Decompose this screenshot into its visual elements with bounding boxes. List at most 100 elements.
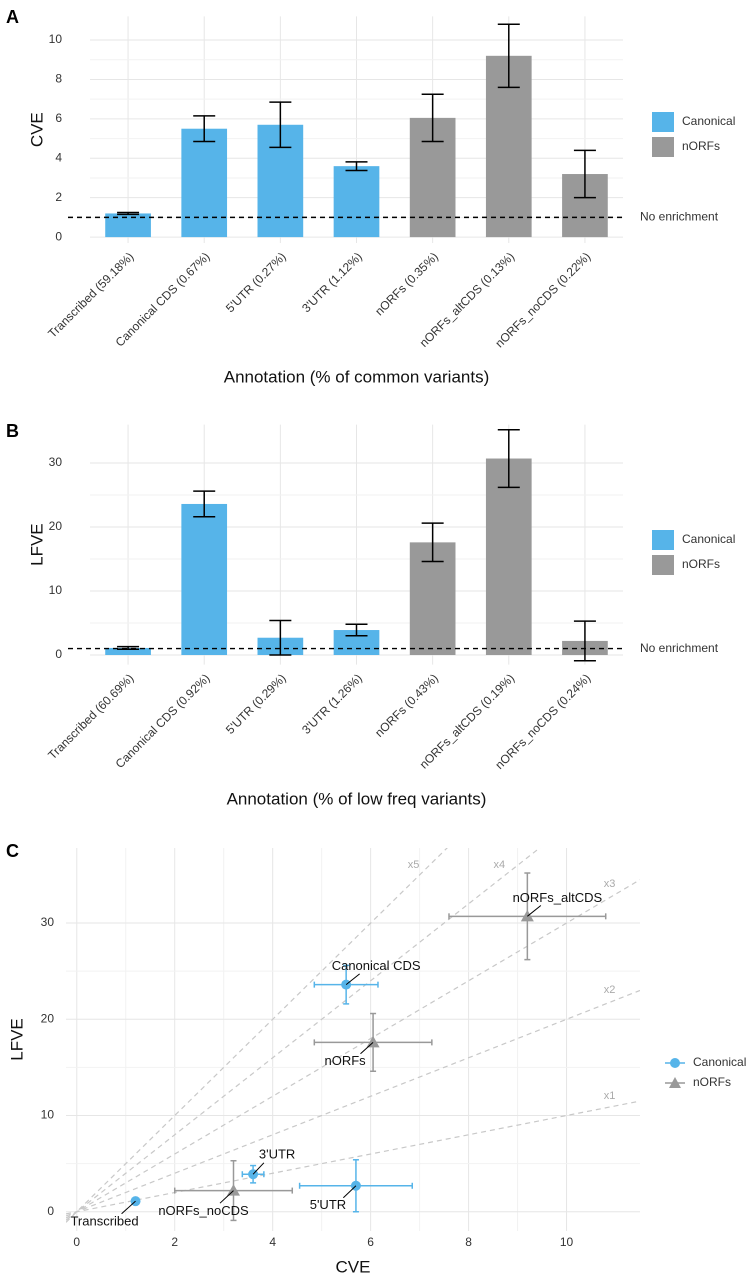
legend-label: nORFs bbox=[693, 1075, 731, 1089]
y-tick-label: 20 bbox=[49, 519, 63, 533]
y-tick-label: 0 bbox=[55, 229, 62, 243]
error-bar bbox=[573, 620, 596, 662]
error-bar bbox=[193, 115, 216, 143]
error-bar bbox=[421, 522, 444, 563]
x-tick-label: nORFs (0.35%) bbox=[372, 249, 441, 318]
label-leader bbox=[527, 905, 542, 917]
point-label: Canonical CDS bbox=[332, 958, 421, 973]
reference-line bbox=[66, 989, 640, 1217]
label-leader bbox=[252, 1162, 265, 1175]
bar bbox=[105, 213, 151, 238]
point-label: nORFs bbox=[324, 1053, 366, 1068]
reference-label: x2 bbox=[604, 984, 616, 996]
error-bar bbox=[497, 23, 520, 89]
reference-line bbox=[66, 848, 448, 1223]
y-axis-title: LFVE bbox=[7, 1018, 26, 1061]
legend-marker bbox=[669, 1077, 681, 1088]
reference-line bbox=[66, 848, 541, 1221]
legend-label: Canonical bbox=[682, 114, 735, 128]
x-tick-label: 4 bbox=[269, 1235, 276, 1249]
point-label: 5'UTR bbox=[310, 1197, 346, 1212]
point bbox=[520, 909, 534, 922]
error-bar bbox=[193, 490, 216, 518]
y-tick-label: 20 bbox=[41, 1011, 55, 1025]
x-tick-label: 5'UTR (0.29%) bbox=[223, 671, 289, 737]
x-axis-title: Annotation (% of low freq variants) bbox=[227, 789, 487, 808]
x-tick-label: 5'UTR (0.27%) bbox=[223, 249, 289, 315]
y-tick-label: 30 bbox=[49, 455, 63, 469]
y-axis-title: CVE bbox=[27, 112, 46, 147]
x-tick-label: Transcribed (59.18%) bbox=[45, 249, 136, 340]
reference-line bbox=[66, 879, 640, 1219]
x-tick-label: nORFs (0.43%) bbox=[372, 671, 441, 740]
panel-letter: B bbox=[6, 421, 19, 441]
y-tick-label: 0 bbox=[47, 1204, 54, 1218]
legend-label: Canonical bbox=[682, 532, 735, 546]
legend-swatch bbox=[652, 530, 674, 550]
error-bar bbox=[269, 619, 292, 656]
legend-label: nORFs bbox=[682, 557, 720, 571]
reference-line bbox=[66, 1100, 640, 1215]
reference-label: x4 bbox=[494, 859, 506, 871]
legend-marker bbox=[670, 1058, 680, 1068]
bar bbox=[181, 503, 228, 655]
y-tick-label: 8 bbox=[55, 72, 62, 86]
y-tick-label: 0 bbox=[55, 647, 62, 661]
label-leader bbox=[345, 973, 360, 986]
reference-label: No enrichment bbox=[640, 210, 719, 224]
y-tick-label: 10 bbox=[41, 1108, 55, 1122]
x-tick-label: 10 bbox=[560, 1235, 574, 1249]
point bbox=[226, 1184, 240, 1196]
y-tick-label: 30 bbox=[41, 915, 55, 929]
bar bbox=[333, 166, 380, 238]
y-tick-label: 2 bbox=[55, 190, 62, 204]
legend-swatch bbox=[652, 112, 674, 132]
reference-label: x5 bbox=[408, 859, 420, 871]
x-tick-label: 3'UTR (1.12%) bbox=[299, 249, 365, 315]
x-axis-title: Annotation (% of common variants) bbox=[224, 367, 490, 386]
reference-label: No enrichment bbox=[640, 641, 719, 655]
y-tick-label: 6 bbox=[55, 111, 62, 125]
x-tick-label: 6 bbox=[367, 1235, 374, 1249]
label-leader bbox=[342, 1185, 357, 1199]
point-label: Transcribed bbox=[70, 1214, 138, 1229]
error-bar bbox=[573, 149, 596, 199]
panel-letter: C bbox=[6, 841, 19, 861]
error-bar bbox=[497, 428, 520, 489]
x-tick-label: 2 bbox=[171, 1235, 178, 1249]
error-bar bbox=[117, 211, 140, 216]
legend-label: nORFs bbox=[682, 139, 720, 153]
label-leader bbox=[121, 1200, 136, 1215]
x-tick-label: Transcribed (60.69%) bbox=[45, 671, 136, 762]
label-leader bbox=[360, 1042, 374, 1055]
reference-label: x1 bbox=[604, 1090, 616, 1102]
y-tick-label: 10 bbox=[49, 32, 63, 46]
y-tick-label: 10 bbox=[49, 583, 63, 597]
point-label: nORFs_altCDS bbox=[513, 890, 603, 905]
legend-swatch bbox=[652, 555, 674, 575]
reference-lines bbox=[66, 848, 640, 1223]
panel-letter: A bbox=[6, 7, 19, 27]
point-label: nORFs_noCDS bbox=[158, 1203, 249, 1218]
x-tick-label: 3'UTR (1.26%) bbox=[299, 671, 365, 737]
reference-label: x3 bbox=[604, 878, 616, 890]
legend-label: Canonical bbox=[693, 1055, 746, 1069]
label-leader bbox=[219, 1190, 234, 1204]
point-label: 3'UTR bbox=[259, 1147, 295, 1162]
error-bar bbox=[421, 93, 444, 143]
error-bar bbox=[345, 161, 368, 172]
point bbox=[366, 1035, 380, 1048]
legend-swatch bbox=[652, 137, 674, 157]
y-axis-title: LFVE bbox=[27, 523, 46, 566]
error-bar bbox=[269, 101, 292, 149]
bar bbox=[105, 647, 151, 655]
bar bbox=[181, 128, 228, 238]
error-bar bbox=[345, 623, 368, 637]
error-bar bbox=[117, 645, 140, 650]
x-tick-label: 0 bbox=[73, 1235, 80, 1249]
x-tick-label: 8 bbox=[465, 1235, 472, 1249]
x-axis-title: CVE bbox=[336, 1257, 371, 1276]
y-tick-label: 4 bbox=[55, 150, 62, 164]
bar bbox=[485, 458, 532, 655]
